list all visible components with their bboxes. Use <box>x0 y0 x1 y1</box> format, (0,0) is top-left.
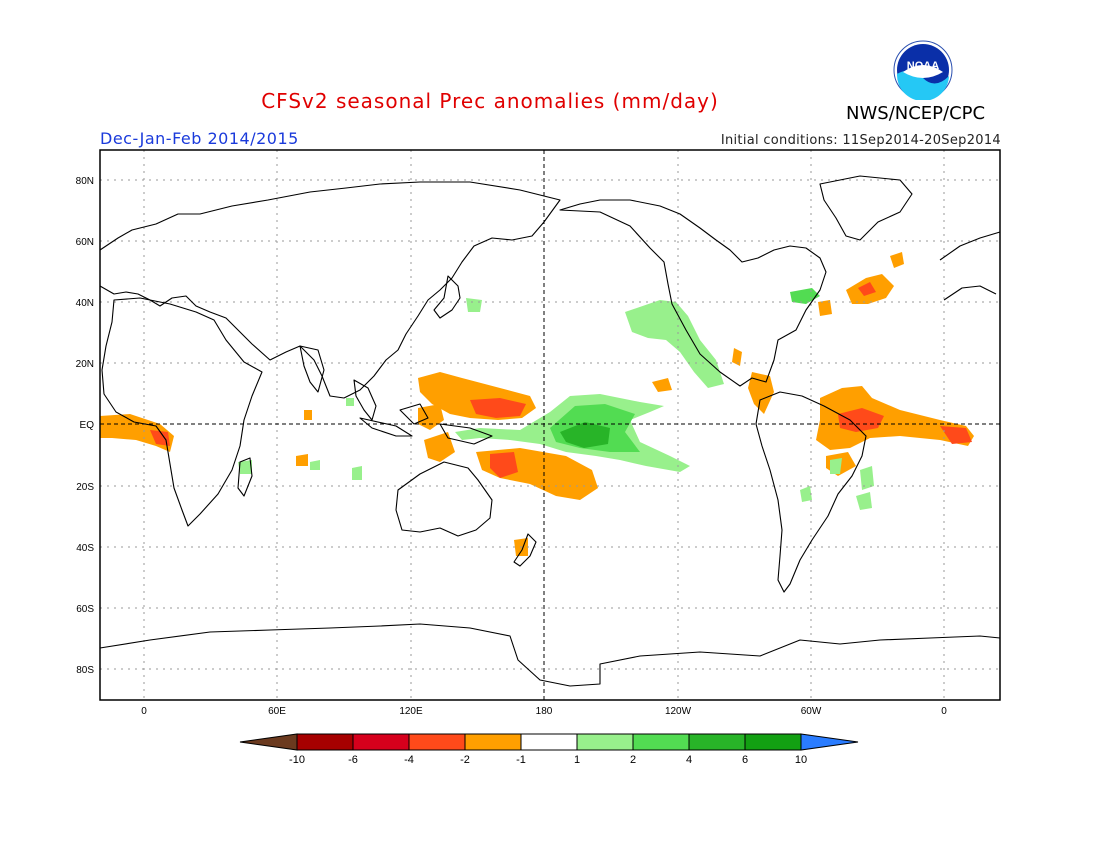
legend-label: -2 <box>460 754 470 766</box>
chart-title: CFSv2 seasonal Prec anomalies (mm/day) <box>261 89 719 113</box>
legend-swatch-highest <box>800 733 859 751</box>
lon-label: 120W <box>665 706 692 717</box>
forecast-period: Dec-Jan-Feb 2014/2015 <box>100 129 299 148</box>
latitude-labels: 80N 60N 40N 20N EQ 20S 40S 60S 80S <box>76 176 95 676</box>
legend-label: 2 <box>630 754 636 766</box>
legend-swatch <box>408 733 466 751</box>
legend-label: -4 <box>404 754 414 766</box>
lon-label: 60E <box>268 706 286 717</box>
agency-label: NWS/NCEP/CPC <box>846 103 986 124</box>
graticule <box>100 150 1000 700</box>
legend-swatch <box>688 733 746 751</box>
lat-label: 20S <box>76 482 94 493</box>
lat-label: 80S <box>76 665 94 676</box>
noaa-logo: NOAA <box>893 40 953 100</box>
longitude-labels: 0 60E 120E 180 120W 60W 0 <box>141 706 947 717</box>
legend-swatch <box>352 733 410 751</box>
coastlines <box>99 175 1001 687</box>
legend-swatch <box>632 733 690 751</box>
legend-swatch-lowest <box>239 733 298 751</box>
map-frame <box>99 149 1001 701</box>
lat-label: 40S <box>76 543 94 554</box>
lat-label: 20N <box>76 359 94 370</box>
legend-swatch <box>464 733 522 751</box>
color-legend <box>239 733 859 751</box>
legend-label: 4 <box>686 754 692 766</box>
legend-label: 10 <box>795 754 807 766</box>
lon-label: 120E <box>399 706 423 717</box>
lon-label: 60W <box>801 706 822 717</box>
logo-text: NOAA <box>907 60 939 72</box>
legend-label: 1 <box>574 754 580 766</box>
legend-labels: -10 -6 -4 -2 -1 1 2 4 6 10 <box>289 754 807 766</box>
legend-swatch <box>520 733 578 751</box>
equator-and-dateline <box>100 150 1000 700</box>
legend-label: -10 <box>289 754 305 766</box>
lon-label: 0 <box>941 706 947 717</box>
lat-label: 80N <box>76 176 94 187</box>
lat-label: EQ <box>80 420 95 431</box>
legend-label: 6 <box>742 754 748 766</box>
initial-conditions: Initial conditions: 11Sep2014-20Sep2014 <box>720 133 1001 148</box>
legend-label: -1 <box>516 754 526 766</box>
lon-label: 180 <box>536 706 553 717</box>
legend-swatch <box>296 733 354 751</box>
legend-label: -6 <box>348 754 358 766</box>
lon-label: 0 <box>141 706 147 717</box>
lat-label: 40N <box>76 298 94 309</box>
legend-swatch <box>576 733 634 751</box>
lat-label: 60N <box>76 237 94 248</box>
lat-label: 60S <box>76 604 94 615</box>
legend-swatch <box>744 733 802 751</box>
